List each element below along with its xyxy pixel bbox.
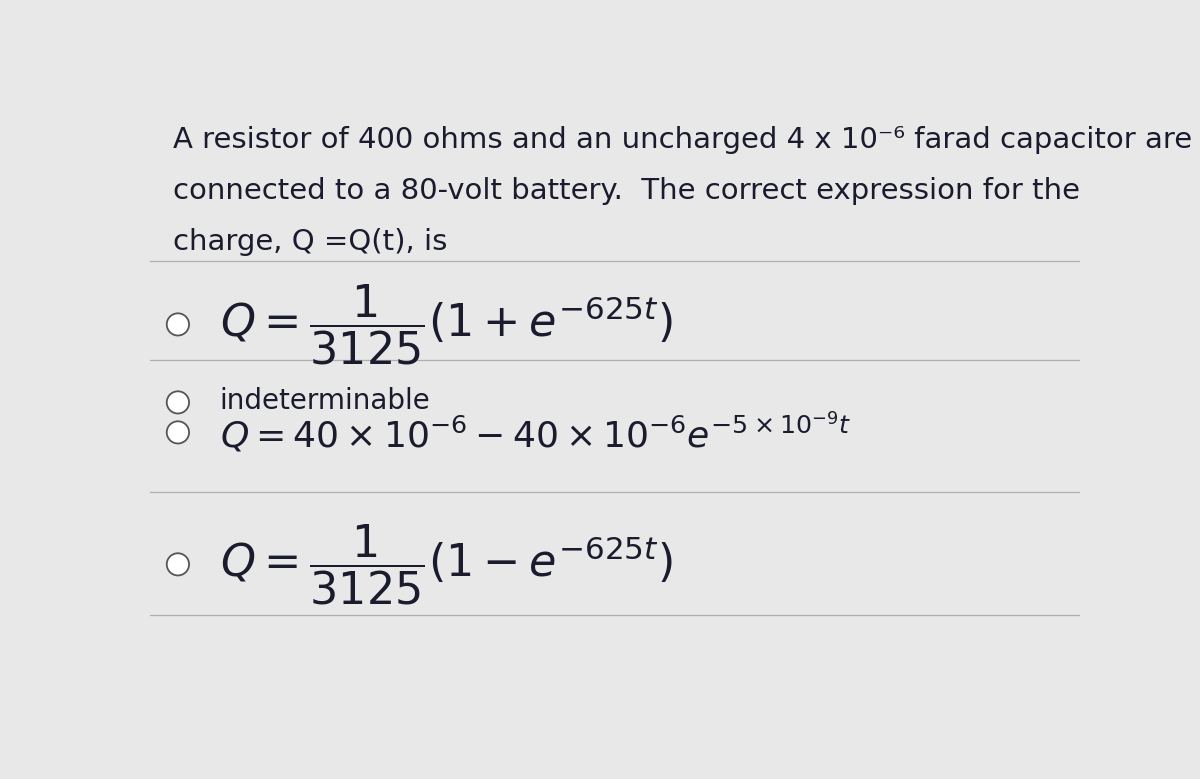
Text: charge, Q =Q(t), is: charge, Q =Q(t), is xyxy=(173,228,448,256)
Text: A resistor of 400 ohms and an uncharged 4 x 10⁻⁶ farad capacitor are: A resistor of 400 ohms and an uncharged … xyxy=(173,126,1193,154)
Text: $\mathit{Q} = \dfrac{1}{3125}\left(1 + e^{-625t}\right)$: $\mathit{Q} = \dfrac{1}{3125}\left(1 + e… xyxy=(220,282,672,367)
Ellipse shape xyxy=(167,391,190,414)
Ellipse shape xyxy=(167,553,190,576)
Ellipse shape xyxy=(167,421,190,443)
Text: connected to a 80-volt battery.  The correct expression for the: connected to a 80-volt battery. The corr… xyxy=(173,178,1080,206)
Text: $\mathit{Q} = 40 \times 10^{-6} - 40 \times 10^{-6}e^{-5\times10^{-9}t}$: $\mathit{Q} = 40 \times 10^{-6} - 40 \ti… xyxy=(220,410,851,455)
Text: $\mathit{Q} = \dfrac{1}{3125}\left(1 - e^{-625t}\right)$: $\mathit{Q} = \dfrac{1}{3125}\left(1 - e… xyxy=(220,522,672,607)
Ellipse shape xyxy=(167,313,190,336)
Text: indeterminable: indeterminable xyxy=(220,387,431,415)
